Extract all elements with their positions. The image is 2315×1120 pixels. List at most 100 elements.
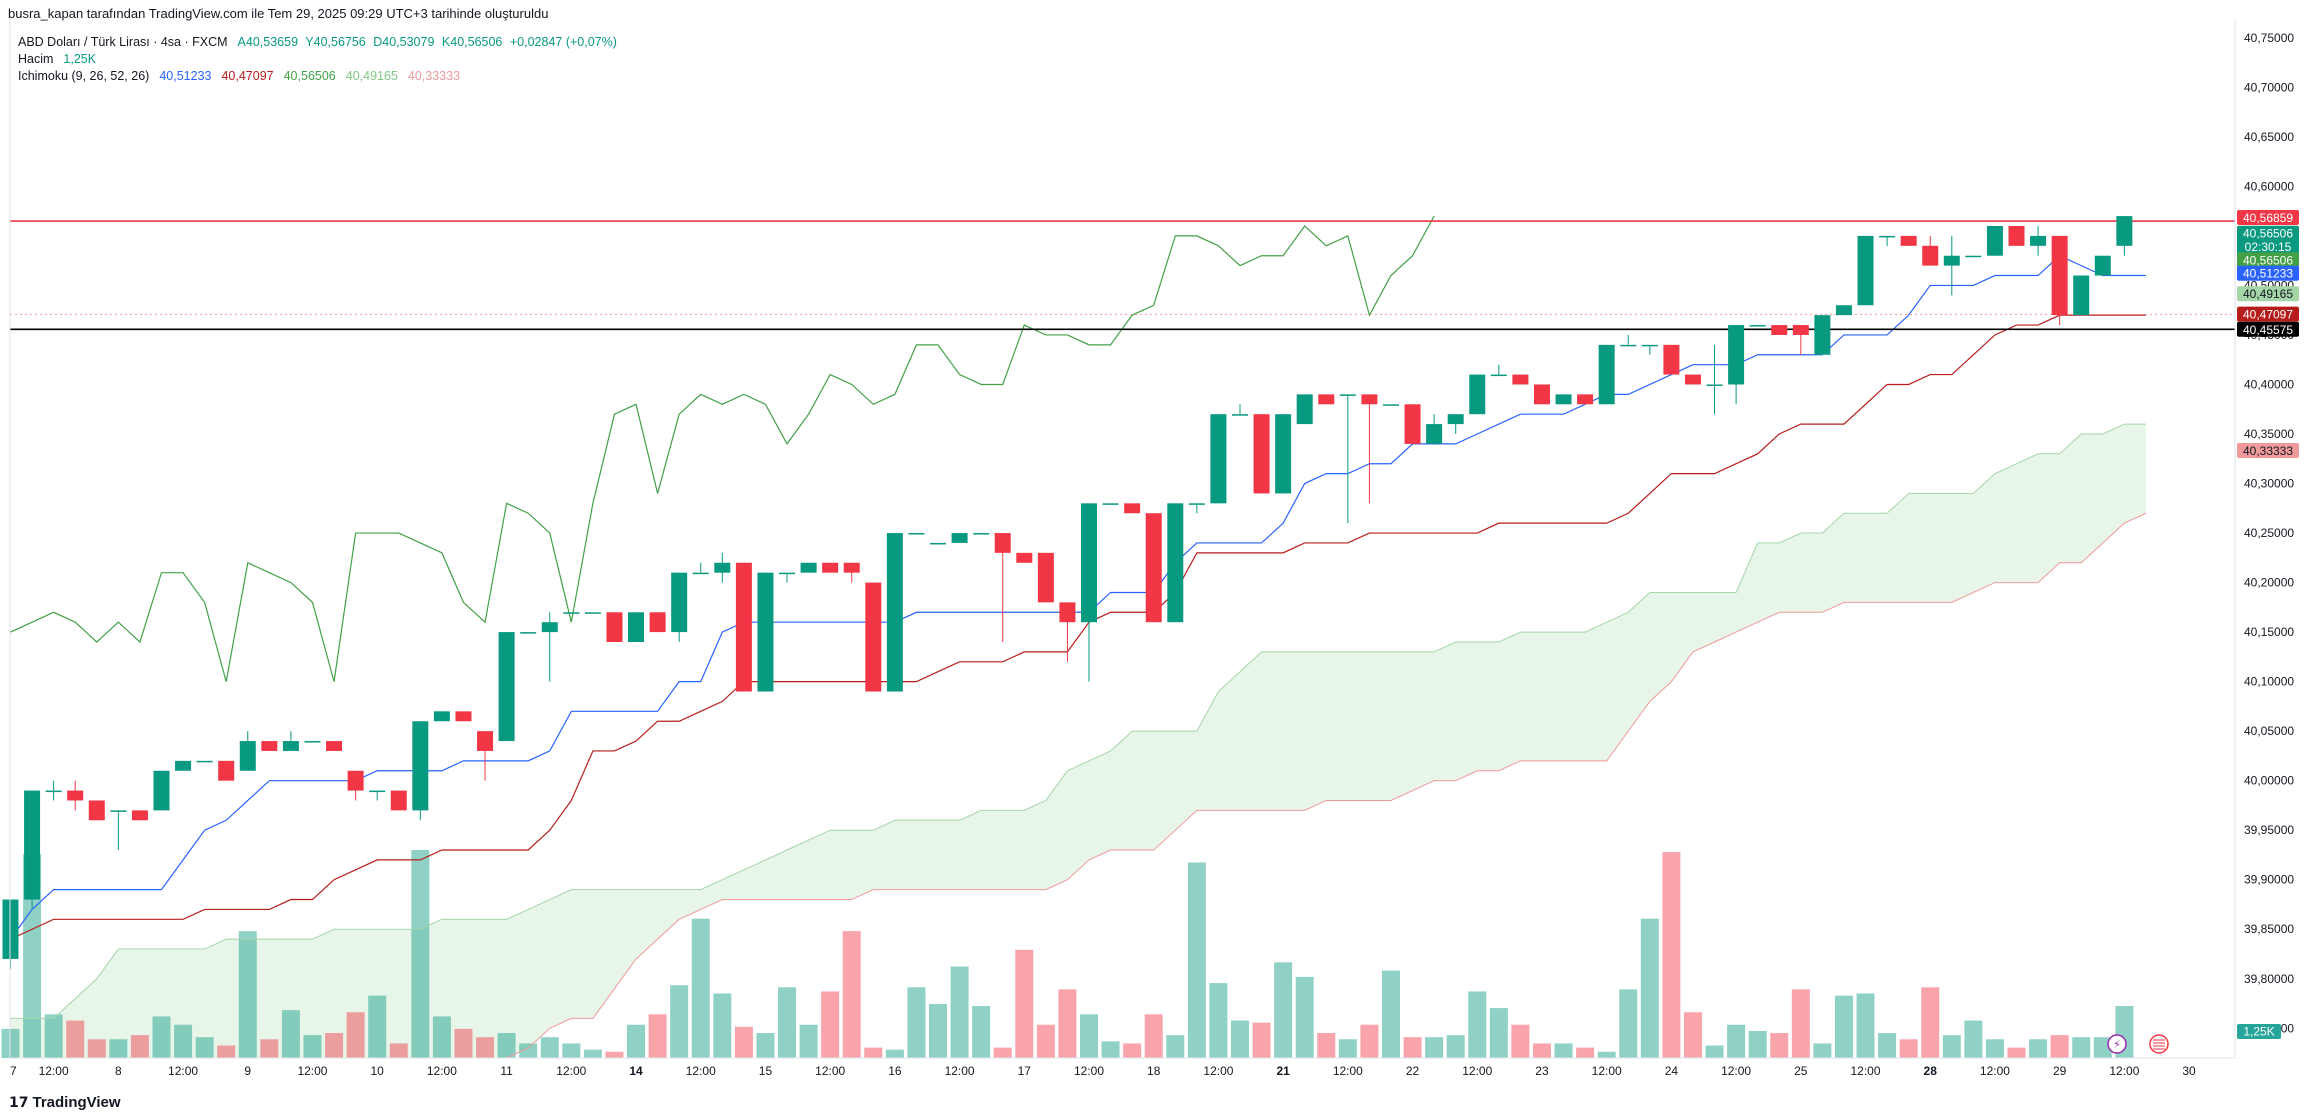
volume-bar	[303, 1035, 322, 1058]
candle-body	[930, 542, 947, 545]
x-tick-label: 12:00	[1721, 1064, 1751, 1078]
y-tick-label: 40,60000	[2244, 179, 2294, 193]
ichimoku-span-b-value: 40,33333	[407, 69, 461, 83]
volume-bar	[1338, 1039, 1357, 1058]
candle-body	[1490, 374, 1507, 377]
us-flag-event-icon	[2149, 1034, 2169, 1054]
ichimoku-cloud	[10, 424, 2146, 1059]
x-tick-label: 21	[1276, 1064, 1290, 1078]
x-tick-label: 25	[1794, 1064, 1808, 1078]
y-tick-label: 40,75000	[2244, 31, 2294, 45]
candle-body	[1404, 404, 1421, 444]
volume-bar	[476, 1037, 495, 1058]
y-tick-label: 40,05000	[2244, 724, 2294, 738]
volume-bar	[1921, 987, 1940, 1058]
x-tick-label: 12:00	[1203, 1064, 1233, 1078]
candle-body	[1965, 255, 1982, 258]
candle-body	[1426, 424, 1443, 444]
candle-body	[1771, 325, 1788, 335]
candle-body	[1188, 503, 1205, 505]
price-label-tag	[2237, 321, 2299, 337]
candle-body	[1059, 602, 1076, 623]
candle-body	[1986, 226, 2003, 256]
x-tick-label: 9	[244, 1064, 251, 1078]
tradingview-logo[interactable]: 17 TradingView	[9, 1094, 121, 1111]
candle-body	[45, 790, 62, 793]
volume-bar	[109, 1039, 128, 1058]
volume-bar	[1166, 1035, 1185, 1058]
volume-bar	[1446, 1035, 1465, 1058]
volume-bar	[44, 1014, 63, 1058]
price-label-text: 40,47097	[2243, 308, 2293, 322]
tradingview-logo-icon: 17	[9, 1094, 29, 1111]
candle-body	[1037, 552, 1054, 603]
candle-body	[994, 533, 1011, 553]
ichimoku-label[interactable]: Ichimoku (9, 26, 52, 26)	[18, 69, 150, 83]
candle-body	[282, 741, 299, 751]
volume-bar	[1576, 1047, 1595, 1058]
ohlc-open: A40,53659	[237, 35, 299, 49]
volume-bar	[1834, 995, 1853, 1058]
volume-bar	[583, 1049, 602, 1058]
volume-bar	[907, 987, 926, 1058]
volume-bar	[2007, 1047, 2026, 1058]
volume-bar	[1705, 1045, 1724, 1058]
y-tick-label: 40,20000	[2244, 576, 2294, 590]
candle-body	[1663, 344, 1680, 375]
volume-bar	[1619, 989, 1638, 1058]
y-tick-label: 39,90000	[2244, 873, 2294, 887]
candle-body	[1900, 235, 1917, 246]
candle-body	[218, 760, 235, 781]
candle-body	[24, 790, 41, 900]
candle-body	[1577, 394, 1594, 405]
candle-body	[1684, 374, 1701, 385]
candle-body	[1081, 503, 1097, 623]
ohlc-low: D40,53079	[373, 35, 435, 49]
candle-body	[908, 533, 925, 535]
volume-bar	[389, 1043, 408, 1058]
volume-bar	[217, 1045, 236, 1058]
candle-body	[2008, 226, 2025, 246]
volume-bar	[238, 931, 257, 1058]
symbol-title[interactable]: ABD Doları / Türk Lirası · 4sa · FXCM	[18, 35, 228, 49]
volume-bar	[325, 1033, 344, 1058]
x-tick-label: 16	[888, 1064, 902, 1078]
price-label-text: 40,33333	[2243, 444, 2293, 458]
volume-bar	[1683, 1012, 1702, 1058]
candle-body	[110, 810, 127, 812]
volume-bar	[1209, 983, 1228, 1058]
x-tick-label: 12:00	[815, 1064, 845, 1078]
volume-bar	[1964, 1020, 1983, 1058]
volume-bar	[734, 1026, 753, 1058]
volume-bar	[972, 1006, 991, 1058]
candle-body	[2030, 235, 2047, 246]
x-tick-label: 12:00	[297, 1064, 327, 1078]
candle-body	[1857, 235, 1874, 306]
volume-bar	[1727, 1024, 1746, 1058]
candle-body	[951, 533, 968, 543]
price-label-text: 40,49165	[2243, 287, 2293, 301]
x-tick-label: 12:00	[1592, 1064, 1622, 1078]
x-tick-label: 7	[10, 1064, 17, 1078]
candle-body	[1382, 404, 1399, 406]
ichimoku-kijun-value: 40,47097	[221, 69, 274, 83]
volume-label[interactable]: Hacim	[18, 52, 54, 66]
volume-bar	[670, 985, 689, 1058]
kijun-sen-line	[10, 314, 2146, 940]
candle-body	[1706, 384, 1723, 386]
volume-label-tag	[2237, 1024, 2281, 1039]
volume-bar	[281, 1010, 300, 1058]
volume-bar	[605, 1051, 624, 1058]
candle-body	[261, 741, 278, 751]
y-tick-label: 39,80000	[2244, 972, 2294, 986]
volume-bar	[627, 1024, 646, 1058]
x-tick-label: 12:00	[1074, 1064, 1104, 1078]
price-label-text: 40,56506	[2243, 253, 2293, 267]
volume-bar	[1187, 862, 1206, 1058]
volume-bar	[1662, 852, 1681, 1058]
volume-bar	[195, 1037, 214, 1058]
y-tick-label: 40,35000	[2244, 427, 2294, 441]
volume-bar	[1942, 1035, 1961, 1058]
x-tick-label: 8	[115, 1064, 122, 1078]
